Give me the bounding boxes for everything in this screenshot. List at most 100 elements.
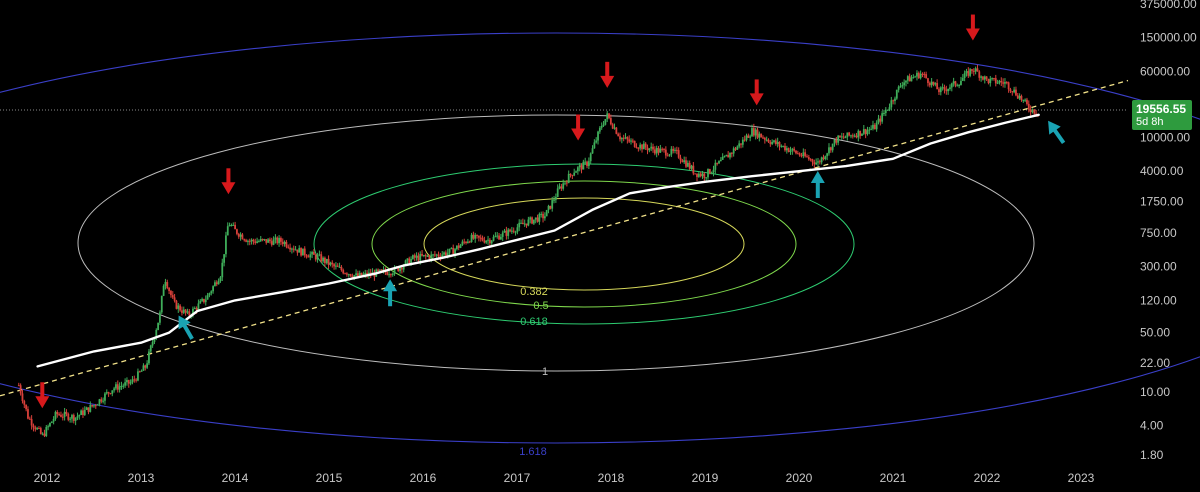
candle-body-22 [58, 414, 61, 416]
time-axis[interactable]: 2012 2013 2014 2015 2016 2017 2018 2019 2020 2021… [34, 471, 1095, 485]
candle-body-543 [1013, 89, 1016, 93]
candle-body-151 [294, 249, 297, 251]
candle-body-505 [943, 87, 946, 90]
candle-body-167 [324, 257, 326, 264]
candle-body-418 [784, 145, 786, 151]
candle-body-546 [1018, 95, 1021, 99]
candle-body-257 [488, 239, 491, 244]
candle-body-421 [789, 150, 792, 152]
candle-body-281 [532, 219, 535, 224]
candle-body-73 [151, 341, 154, 346]
candle-body-333 [628, 139, 631, 142]
current-price-badge: 19556.55 5d 8h [1132, 100, 1192, 130]
candle-body-516 [963, 73, 966, 79]
candle-body-9 [34, 427, 37, 430]
y-tick-label-13: 4.00 [1140, 419, 1164, 433]
candle-body-538 [1004, 81, 1006, 84]
x-tick-label-0: 2012 [34, 471, 61, 485]
candle-body-66 [138, 371, 141, 373]
candle-body-272 [516, 227, 519, 232]
candle-body-345 [650, 146, 653, 149]
candle-body-81 [166, 281, 169, 289]
teal-arrow-icon [810, 171, 825, 199]
candle-body-498 [930, 81, 933, 86]
candle-body-241 [459, 245, 462, 248]
current-price-label: 19556.55 [1136, 102, 1187, 116]
candle-body-92 [186, 311, 189, 313]
candle-body-162 [314, 254, 317, 260]
candle-body-369 [694, 173, 697, 175]
candle-body-275 [521, 222, 524, 225]
candle-body-496 [927, 78, 929, 83]
candle-body-123 [243, 239, 246, 241]
x-tick-label-8: 2020 [786, 471, 813, 485]
candle-body-484 [905, 80, 907, 83]
candle-body-439 [822, 157, 825, 160]
candle-body-464 [868, 129, 871, 131]
candle-body-261 [496, 235, 499, 237]
candle-body-474 [886, 109, 889, 111]
candle-body-549 [1024, 99, 1027, 101]
candle-body-388 [729, 152, 731, 158]
candle-body-7 [30, 419, 33, 426]
candle-body-283 [536, 217, 539, 222]
candle-body-25 [63, 411, 66, 417]
candle-body-462 [864, 129, 867, 135]
candle-body-451 [844, 137, 847, 139]
candle-body-45 [100, 399, 103, 402]
x-tick-label-3: 2015 [316, 471, 343, 485]
candle-body-492 [919, 73, 922, 79]
candle-body-189 [364, 272, 367, 275]
candle-body-308 [582, 161, 585, 170]
fib-ellipse-0382 [423, 197, 745, 291]
candle-body-526 [982, 76, 984, 80]
candle-body-176 [340, 266, 343, 271]
candle-body-95 [192, 308, 194, 316]
y-tick-label-7: 750.00 [1140, 226, 1177, 240]
candle-body-460 [861, 133, 863, 136]
candle-body-457 [855, 135, 858, 138]
candle-body-366 [688, 162, 691, 169]
candle-body-229 [437, 254, 440, 257]
candle-body-208 [399, 267, 401, 272]
candle-body-548 [1022, 99, 1025, 101]
candle-body-313 [591, 148, 594, 154]
candle-body-226 [432, 254, 434, 256]
candle-body-428 [802, 152, 805, 157]
candle-body-57 [122, 385, 125, 387]
candle-body-518 [967, 71, 970, 76]
candle-body-454 [850, 135, 852, 137]
candle-body-230 [439, 256, 442, 258]
candle-body-533 [994, 78, 997, 84]
moving-average-layer [36, 113, 1040, 368]
candle-body-88 [179, 305, 182, 311]
candle-body-243 [463, 241, 466, 243]
candle-body-184 [355, 273, 357, 276]
candle-body-118 [234, 224, 236, 230]
candle-body-50 [109, 393, 112, 395]
candle-body-515 [961, 78, 964, 81]
candle-body-97 [195, 308, 198, 310]
candle-body-28 [69, 418, 72, 420]
candle-body-381 [716, 162, 719, 164]
candle-body-436 [817, 161, 819, 163]
candle-body-17 [49, 422, 51, 427]
candle-body-541 [1009, 89, 1012, 92]
candle-body-290 [549, 205, 552, 209]
candle-body-456 [853, 135, 856, 137]
candle-body-125 [247, 240, 249, 242]
candle-body-137 [269, 239, 271, 242]
candle-body-433 [811, 159, 814, 163]
candle-body-521 [972, 70, 975, 72]
candle-body-40 [91, 404, 94, 407]
x-tick-label-4: 2016 [410, 471, 437, 485]
candle-body-301 [569, 173, 572, 176]
candle-body-279 [529, 217, 532, 220]
candle-body-44 [98, 399, 101, 405]
candle-body-209 [400, 267, 403, 270]
candle-body-520 [971, 69, 973, 71]
candle-body-100 [201, 298, 203, 301]
candle-body-420 [787, 148, 790, 152]
candle-body-127 [250, 239, 253, 242]
